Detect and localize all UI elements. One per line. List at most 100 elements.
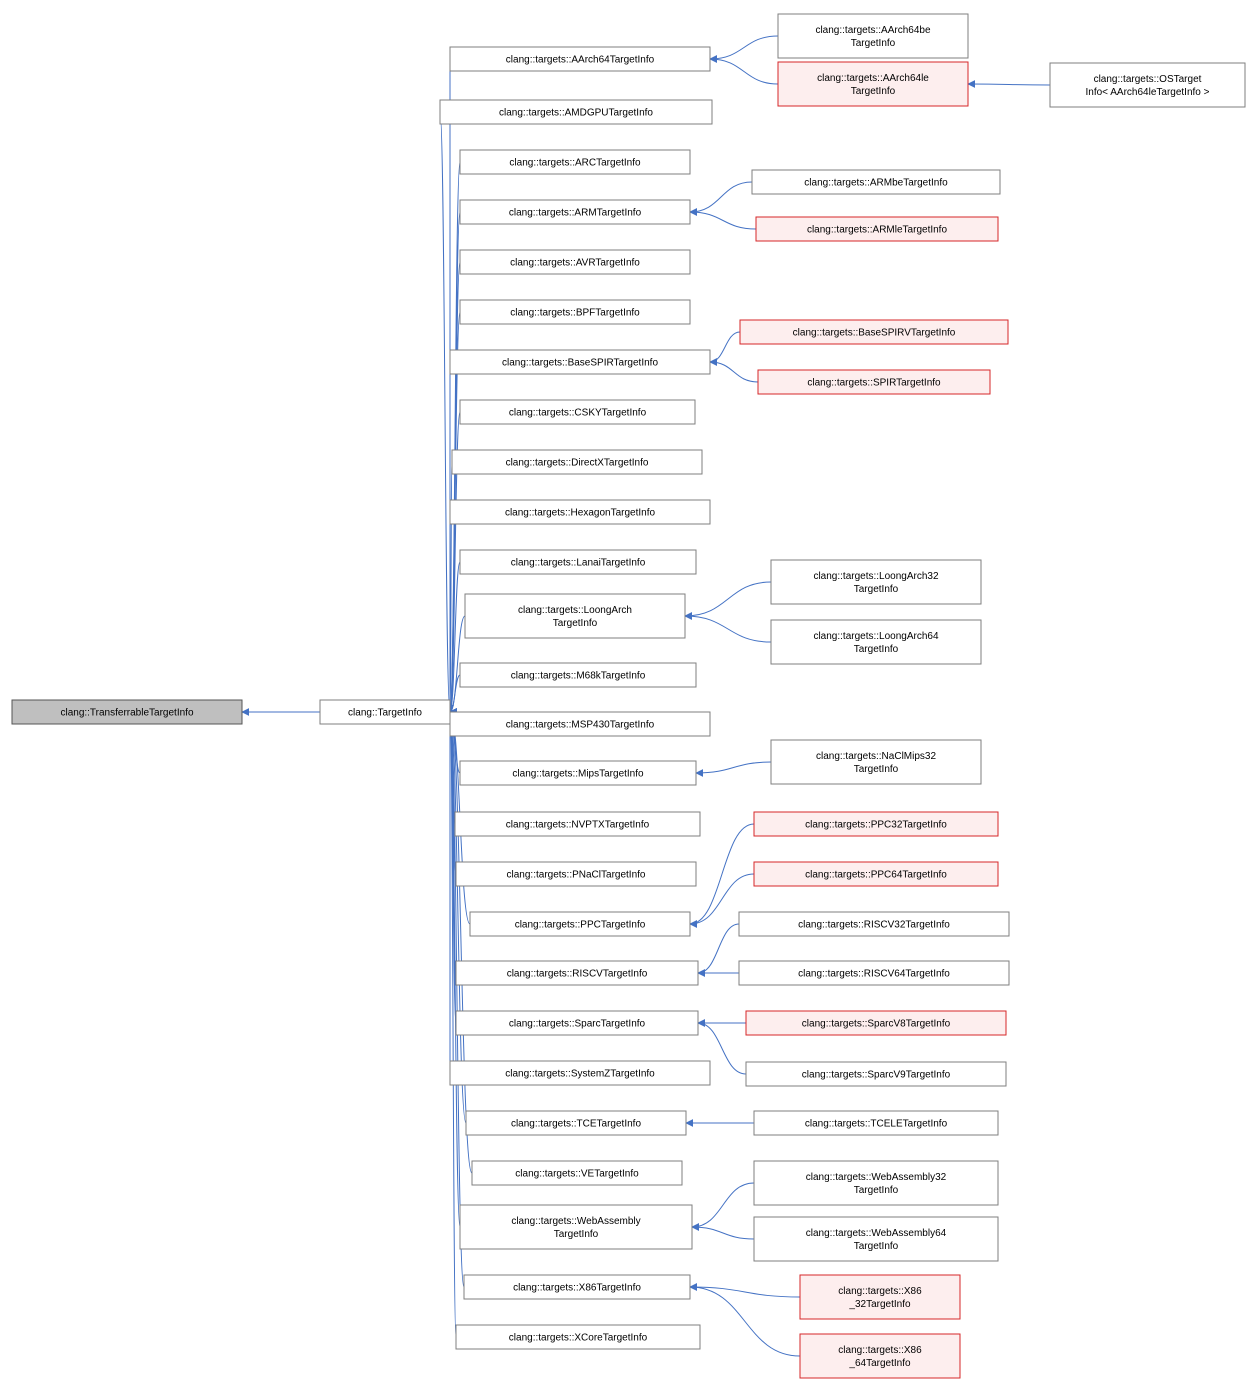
- class-node[interactable]: clang::targets::RISCVTargetInfo: [456, 961, 698, 985]
- node-label: clang::targets::RISCV32TargetInfo: [798, 920, 950, 931]
- class-node[interactable]: clang::targets::SPIRTargetInfo: [758, 370, 990, 394]
- class-node[interactable]: clang::targets::AMDGPUTargetInfo: [440, 100, 712, 124]
- class-node[interactable]: clang::targets::ARMleTargetInfo: [756, 217, 998, 241]
- node-label: TargetInfo: [554, 1229, 599, 1240]
- node-label: clang::targets::BaseSPIRTargetInfo: [502, 358, 658, 369]
- node-label: TargetInfo: [854, 764, 899, 775]
- node-label: _32TargetInfo: [848, 1299, 911, 1310]
- class-node[interactable]: clang::targets::AArch64TargetInfo: [450, 47, 710, 71]
- class-node[interactable]: clang::targets::BPFTargetInfo: [460, 300, 690, 324]
- class-node[interactable]: clang::TransferrableTargetInfo: [12, 700, 242, 724]
- class-node[interactable]: clang::targets::LoongArchTargetInfo: [465, 594, 685, 638]
- class-node[interactable]: clang::targets::WebAssembly32TargetInfo: [754, 1161, 998, 1205]
- node-label: clang::targets::ARCTargetInfo: [509, 158, 641, 169]
- node-label: TargetInfo: [854, 644, 899, 655]
- class-node[interactable]: clang::targets::RISCV64TargetInfo: [739, 961, 1009, 985]
- node-label: clang::targets::HexagonTargetInfo: [505, 508, 656, 519]
- class-node[interactable]: clang::targets::BaseSPIRVTargetInfo: [740, 320, 1008, 344]
- inheritance-edge: [968, 84, 1050, 85]
- inheritance-edge: [690, 212, 756, 229]
- class-node[interactable]: clang::targets::ARCTargetInfo: [460, 150, 690, 174]
- node-label: clang::targets::CSKYTargetInfo: [509, 408, 647, 419]
- class-node[interactable]: clang::targets::MipsTargetInfo: [460, 761, 696, 785]
- class-node[interactable]: clang::targets::AArch64beTargetInfo: [778, 14, 968, 58]
- class-node[interactable]: clang::targets::SparcTargetInfo: [456, 1011, 698, 1035]
- class-node[interactable]: clang::targets::TCELETargetInfo: [754, 1111, 998, 1135]
- class-node[interactable]: clang::targets::TCETargetInfo: [466, 1111, 686, 1135]
- node-label: clang::targets::ARMTargetInfo: [509, 208, 642, 219]
- inheritance-edge: [685, 616, 771, 642]
- node-label: clang::targets::ARMbeTargetInfo: [804, 178, 948, 189]
- node-label: TargetInfo: [851, 86, 896, 97]
- class-node[interactable]: clang::targets::NVPTXTargetInfo: [455, 812, 700, 836]
- node-label: clang::targets::AMDGPUTargetInfo: [499, 108, 653, 119]
- node-label: clang::targets::PPC64TargetInfo: [805, 870, 947, 881]
- node-label: _64TargetInfo: [848, 1358, 911, 1369]
- class-node[interactable]: clang::targets::WebAssembly64TargetInfo: [754, 1217, 998, 1261]
- node-label: clang::targets::NaClMips32: [816, 751, 936, 762]
- node-label: clang::targets::WebAssembly: [511, 1216, 640, 1227]
- node-label: clang::targets::SystemZTargetInfo: [505, 1069, 655, 1080]
- node-label: clang::targets::X86: [838, 1345, 922, 1356]
- node-label: clang::targets::AArch64le: [817, 73, 929, 84]
- node-label: clang::targets::DirectXTargetInfo: [506, 458, 649, 469]
- class-node[interactable]: clang::targets::SparcV9TargetInfo: [746, 1062, 1006, 1086]
- node-label: clang::targets::TCETargetInfo: [511, 1119, 642, 1130]
- class-hierarchy-diagram: clang::TransferrableTargetInfo clang::Tar…: [0, 0, 1255, 1384]
- inheritance-edge: [710, 36, 778, 59]
- class-node[interactable]: clang::targets::LoongArch32TargetInfo: [771, 560, 981, 604]
- class-node[interactable]: clang::targets::DirectXTargetInfo: [452, 450, 702, 474]
- class-node[interactable]: clang::targets::WebAssemblyTargetInfo: [460, 1205, 692, 1249]
- class-node[interactable]: clang::targets::BaseSPIRTargetInfo: [450, 350, 710, 374]
- class-node[interactable]: clang::targets::M68kTargetInfo: [460, 663, 696, 687]
- class-node[interactable]: clang::targets::RISCV32TargetInfo: [739, 912, 1009, 936]
- inheritance-edge: [692, 1227, 754, 1239]
- class-node[interactable]: clang::targets::PPC64TargetInfo: [754, 862, 998, 886]
- class-node[interactable]: clang::targets::AArch64leTargetInfo: [778, 62, 968, 106]
- class-node[interactable]: clang::targets::PPCTargetInfo: [470, 912, 690, 936]
- class-node[interactable]: clang::targets::LanaiTargetInfo: [460, 550, 696, 574]
- node-label: clang::targets::PPCTargetInfo: [515, 920, 646, 931]
- inheritance-edge: [696, 762, 771, 773]
- inheritance-edge: [690, 1287, 800, 1356]
- class-node[interactable]: clang::targets::PNaClTargetInfo: [456, 862, 696, 886]
- inheritance-edge: [710, 59, 778, 84]
- node-label: TargetInfo: [854, 1241, 899, 1252]
- inheritance-edge: [690, 824, 754, 924]
- class-node[interactable]: clang::TargetInfo: [320, 700, 450, 724]
- node-label: clang::targets::SPIRTargetInfo: [807, 378, 941, 389]
- class-node[interactable]: clang::targets::ARMTargetInfo: [460, 200, 690, 224]
- class-node[interactable]: clang::targets::HexagonTargetInfo: [450, 500, 710, 524]
- node-label: TargetInfo: [854, 584, 899, 595]
- class-node[interactable]: clang::targets::OSTargetInfo< AArch64leT…: [1050, 63, 1245, 107]
- class-node[interactable]: clang::targets::SystemZTargetInfo: [450, 1061, 710, 1085]
- node-label: TargetInfo: [851, 38, 896, 49]
- class-node[interactable]: clang::targets::X86TargetInfo: [464, 1275, 690, 1299]
- class-node[interactable]: clang::targets::LoongArch64TargetInfo: [771, 620, 981, 664]
- node-label: clang::targets::AArch64TargetInfo: [506, 55, 655, 66]
- class-node[interactable]: clang::targets::AVRTargetInfo: [460, 250, 690, 274]
- node-label: clang::targets::LoongArch: [518, 605, 632, 616]
- inheritance-edge: [440, 112, 450, 712]
- class-node[interactable]: clang::targets::MSP430TargetInfo: [450, 712, 710, 736]
- class-node[interactable]: clang::targets::SparcV8TargetInfo: [746, 1011, 1006, 1035]
- node-label: clang::TransferrableTargetInfo: [60, 708, 193, 719]
- class-node[interactable]: clang::targets::VETargetInfo: [472, 1161, 682, 1185]
- class-node[interactable]: clang::targets::PPC32TargetInfo: [754, 812, 998, 836]
- node-label: clang::targets::PPC32TargetInfo: [805, 820, 947, 831]
- node-label: clang::targets::AVRTargetInfo: [510, 258, 640, 269]
- node-label: clang::targets::MipsTargetInfo: [512, 769, 644, 780]
- class-node[interactable]: clang::targets::NaClMips32TargetInfo: [771, 740, 981, 784]
- class-node[interactable]: clang::targets::X86_64TargetInfo: [800, 1334, 960, 1378]
- node-label: clang::targets::XCoreTargetInfo: [509, 1333, 648, 1344]
- node-label: clang::targets::ARMleTargetInfo: [807, 225, 948, 236]
- inheritance-edge: [710, 332, 740, 362]
- inheritance-edge: [692, 1183, 754, 1227]
- node-label: clang::targets::SparcV8TargetInfo: [802, 1019, 951, 1030]
- class-node[interactable]: clang::targets::ARMbeTargetInfo: [752, 170, 1000, 194]
- node-label: clang::targets::M68kTargetInfo: [511, 671, 646, 682]
- class-node[interactable]: clang::targets::XCoreTargetInfo: [456, 1325, 700, 1349]
- node-label: clang::TargetInfo: [348, 708, 422, 719]
- class-node[interactable]: clang::targets::X86_32TargetInfo: [800, 1275, 960, 1319]
- class-node[interactable]: clang::targets::CSKYTargetInfo: [460, 400, 695, 424]
